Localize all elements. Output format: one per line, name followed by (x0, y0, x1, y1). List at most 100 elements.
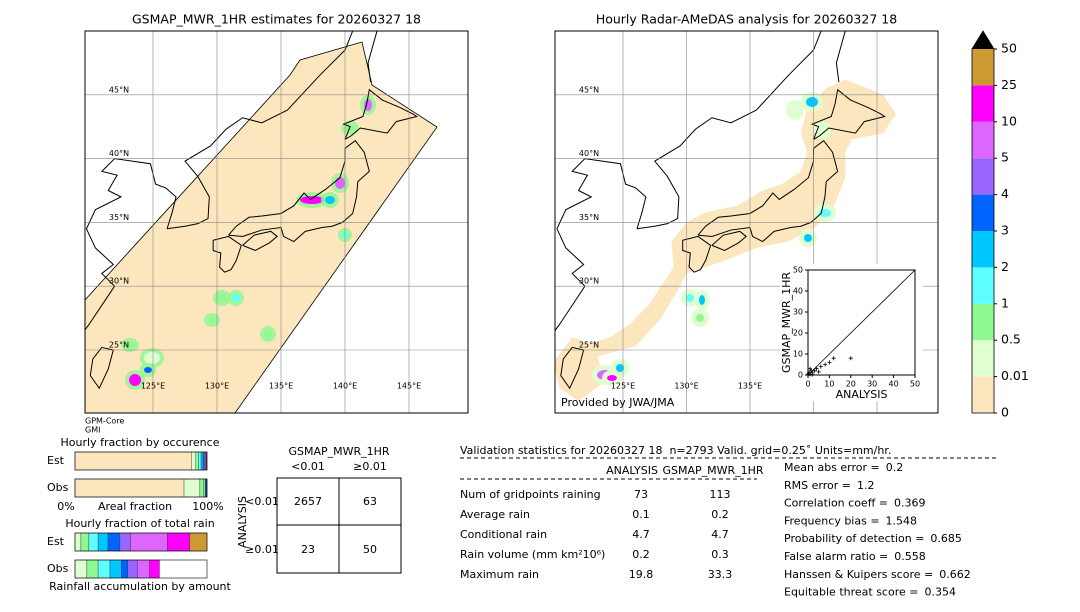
lon-label: 125°E (611, 382, 635, 391)
fraction-segment (86, 559, 99, 579)
fraction-segment (88, 532, 99, 552)
bar-frame (74, 451, 208, 471)
colorbar-band (972, 158, 994, 195)
x-tick-label: 20 (846, 380, 856, 389)
score-value: 0.685 (930, 532, 962, 545)
y-axis-label: GSMAP_MWR_1HR (780, 272, 793, 373)
score-label: RMS error = (784, 479, 851, 492)
rain-blob (335, 177, 345, 189)
sensor-label: GPM-Core (85, 417, 124, 426)
colorbar-band (972, 231, 994, 268)
fraction-segment (130, 532, 168, 552)
score-value: 1.548 (886, 514, 918, 527)
coastline (367, 31, 378, 83)
fraction-segment (74, 532, 82, 552)
coastline (636, 31, 822, 230)
rain-blob (325, 196, 335, 204)
colorbar-label: 1 (1001, 295, 1009, 310)
axis-label: ANALYSIS (236, 496, 249, 548)
fraction-segment (74, 559, 88, 579)
score: Hanssen & Kuipers score = 0.662 (784, 568, 971, 581)
fraction-segment (191, 451, 196, 471)
lon-label: 130°E (205, 382, 229, 391)
colorbar-band (972, 340, 994, 377)
panel-title: Hourly fraction of total rain (65, 517, 214, 530)
map-title: Hourly Radar-AMeDAS analysis for 2026032… (596, 12, 897, 27)
fraction-segment (97, 532, 109, 552)
rain-blob (208, 317, 216, 323)
lon-label: 140°E (333, 382, 357, 391)
coastline (167, 31, 354, 230)
rain-blob (264, 330, 272, 338)
x-label: Areal fraction (98, 500, 172, 513)
coastline (85, 158, 177, 331)
score: RMS error = 1.2 (784, 479, 874, 492)
colorbar-band (972, 194, 994, 231)
fraction-segment (109, 559, 122, 579)
coastline (555, 158, 647, 332)
x-tick-label: 0 (805, 380, 810, 389)
coastline (835, 31, 846, 83)
fraction-segment (199, 478, 205, 498)
rain-blob (616, 364, 624, 372)
rain-blob (818, 126, 826, 134)
rain-blob (232, 294, 240, 302)
rain-blob (699, 295, 705, 305)
lat-label: 45°N (579, 85, 599, 94)
coastline (810, 88, 886, 140)
colorbar-label: 0.5 (1001, 332, 1021, 347)
score: Frequency bias = 1.548 (784, 514, 917, 527)
coastline (697, 140, 839, 243)
y-tick-label: 10 (793, 350, 803, 359)
y-tick-label: 20 (793, 329, 803, 338)
rain-blob (129, 374, 141, 386)
column-label: ANALYSIS (606, 464, 658, 477)
rain-blob (696, 314, 704, 322)
stat-value: 4.7 (711, 528, 729, 541)
fraction-segment (200, 451, 204, 471)
lon-label: 145°E (397, 382, 421, 391)
bar-frame (74, 478, 208, 498)
fraction-segment (119, 532, 131, 552)
x-label: 100% (192, 500, 223, 513)
stat-label: Conditional rain (460, 528, 547, 541)
coastline (342, 88, 418, 140)
fraction-segment (74, 451, 193, 471)
validation-header: Validation statistics for 20260327 18 n=… (460, 444, 891, 457)
score-value: 0.2 (886, 461, 904, 474)
rain-blob (791, 105, 799, 115)
column-label: <0.01 (291, 460, 325, 473)
colorbar-band (972, 49, 994, 86)
fraction-segment (120, 559, 128, 579)
coastline (711, 230, 747, 252)
bar-frame (74, 559, 208, 579)
x-tick-label: 50 (910, 380, 920, 389)
colorbar-label: 0 (1001, 405, 1009, 420)
lat-label: 35°N (579, 213, 599, 222)
row-label: Est (47, 535, 65, 548)
colorbar-label: 4 (1001, 186, 1009, 201)
map-layer (85, 31, 468, 413)
rain-blob (686, 294, 694, 302)
rain-blob (217, 294, 227, 302)
column-label: ≥0.01 (353, 460, 387, 473)
stat-value: 0.2 (632, 548, 650, 561)
fraction-segment (167, 532, 191, 552)
rain-blob (364, 99, 372, 111)
colorbar-band (972, 267, 994, 304)
stat-value: 0.3 (711, 548, 729, 561)
analysis-area (555, 79, 897, 402)
rain-blob (607, 375, 617, 381)
stat-value: 0.1 (632, 508, 650, 521)
score: Correlation coeff = 0.369 (784, 497, 926, 510)
lat-label: 40°N (109, 149, 129, 158)
y-tick-label: 40 (793, 287, 803, 296)
scatter-point (810, 372, 815, 377)
colorbar-band (972, 85, 994, 122)
x-tick-label: 30 (867, 380, 877, 389)
stat-value: 73 (634, 488, 648, 501)
score-value: 0.369 (894, 497, 926, 510)
scatter-point (827, 360, 832, 365)
fraction-segment (97, 559, 111, 579)
